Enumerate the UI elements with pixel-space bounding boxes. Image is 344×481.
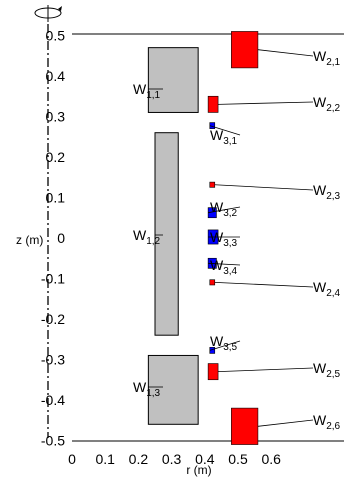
- leader-w24: [214, 281, 314, 288]
- coil-label-w34: W3,4: [210, 257, 238, 277]
- coil-label-w22: W2,2: [313, 94, 341, 114]
- leader-w35: [209, 340, 241, 351]
- y-axis-title: z (m): [16, 233, 43, 247]
- coil-label-w33: W3,3: [210, 229, 238, 249]
- coil-w25: [207, 363, 219, 381]
- coil-label-w24: W2,4: [313, 279, 341, 299]
- leader-w26: [257, 419, 314, 427]
- coil-label-w25: W2,5: [313, 360, 341, 380]
- leader-w32: [208, 206, 241, 214]
- y-tick-label: 0.2: [46, 149, 66, 165]
- x-tick-label: 0.2: [129, 451, 149, 467]
- coil-labels: W1,1 W1,2 W1,3 W2,1 W2,2 W2,3 W2,4 W2,5 W2,6 W3,1…: [133, 48, 341, 432]
- coil-w21: [231, 31, 259, 69]
- leader-w22: [218, 101, 314, 105]
- coil-label-w13: W1,3: [133, 379, 161, 399]
- x-tick-label: 0.5: [228, 451, 248, 467]
- coil-w22: [207, 95, 219, 113]
- y-tick-label: -0.5: [41, 433, 65, 449]
- rotation-arrow-icon: [34, 5, 62, 22]
- coil-label-w21: W2,1: [313, 48, 341, 68]
- leader-w31: [209, 125, 241, 136]
- y-tick-labels: 0.5 0.4 0.3 0.2 0.1 0 -0.1 -0.2 -0.3 -0.4 -0.5: [41, 28, 65, 449]
- coil-w13: [147, 354, 199, 425]
- coil-w23: [209, 181, 216, 188]
- x-tick-label: 0.3: [162, 451, 182, 467]
- y-tick-label: -0.4: [41, 392, 65, 408]
- y-tick-label: -0.3: [41, 352, 65, 368]
- coil-w24: [209, 279, 216, 286]
- x-tick-label: 0.1: [95, 451, 115, 467]
- x-tick-label: 0: [68, 451, 76, 467]
- leader-w23: [214, 184, 314, 191]
- coil-w12: [154, 132, 179, 336]
- coil-label-w32: W3,2: [210, 199, 238, 219]
- y-tick-label: 0.4: [46, 68, 66, 84]
- leader-w25: [218, 367, 314, 373]
- y-axis-label: z (m): [16, 233, 43, 247]
- coil-leader-lines: [148, 49, 314, 427]
- y-tick-label: -0.1: [41, 271, 65, 287]
- y-tick-label: 0: [57, 230, 65, 246]
- coil-w26: [231, 407, 259, 445]
- coil-label-w26: W2,6: [313, 412, 341, 432]
- leader-w34: [208, 262, 241, 266]
- y-tick-label: -0.2: [41, 311, 65, 327]
- y-tick-label: 0.5: [46, 28, 66, 44]
- x-tick-label: 0.6: [261, 451, 281, 467]
- coil-w31: [209, 122, 216, 129]
- x-tick-label: 0.4: [195, 451, 215, 467]
- coil-label-w31: W3,1: [210, 127, 238, 147]
- x-axis-label: r (m): [186, 463, 211, 477]
- coil-rectangles: [147, 31, 259, 445]
- coil-label-w23: W2,3: [313, 182, 341, 202]
- leader-w21: [257, 49, 314, 57]
- y-tick-label: 0.3: [46, 109, 66, 125]
- coil-w11: [147, 47, 199, 113]
- coil-label-w35: W3,5: [210, 333, 238, 353]
- x-tick-labels: 0 0.1 0.2 0.3 0.4 0.5 0.6: [68, 451, 281, 467]
- coil-label-w11: W1,1: [133, 81, 161, 101]
- coil-label-w12: W1,2: [133, 227, 161, 247]
- y-tick-label: 0.1: [46, 190, 66, 206]
